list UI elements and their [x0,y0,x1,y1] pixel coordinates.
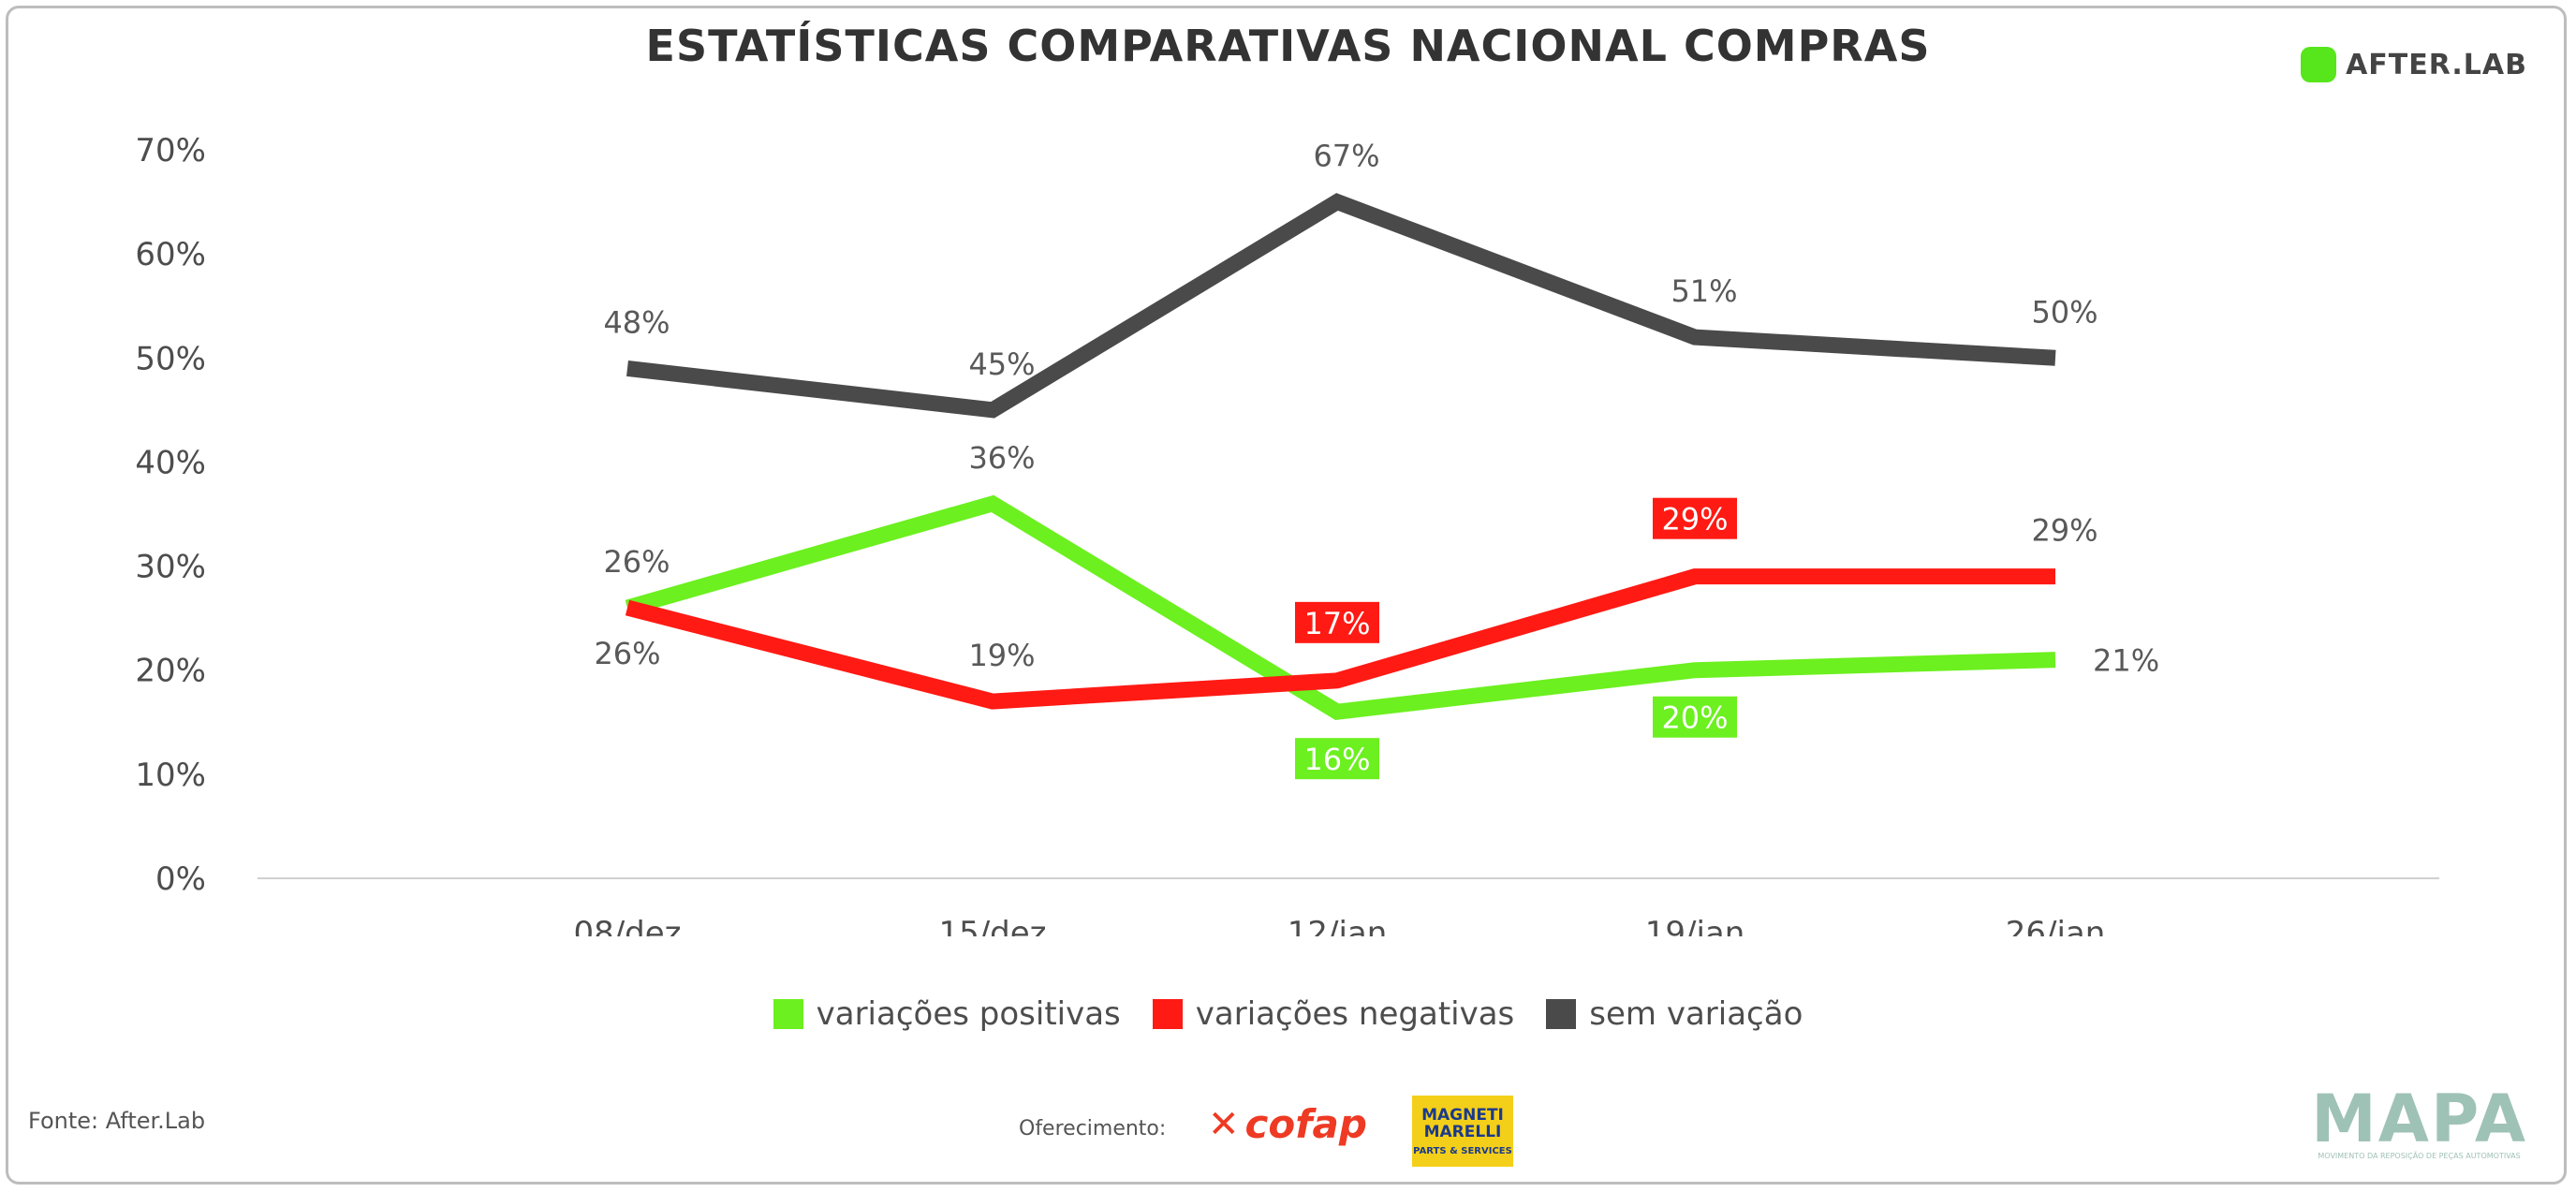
series-line-positive [625,494,2056,720]
source-note: Fonte: After.Lab [28,1108,206,1134]
legend-swatch-negative [1152,999,1183,1029]
data-label-no-change: 67% [1313,139,1379,174]
legend-item-no-change: sem variação [1546,995,1803,1033]
data-label-negative: 29% [1661,502,1728,537]
data-label-no-change: 45% [968,346,1035,382]
data-label-positive: 36% [968,440,1035,476]
magneti-marelli-logo: MAGNETI MARELLI PARTS & SERVICES [1412,1096,1513,1167]
y-tick-label: 60% [135,236,206,273]
data-label-box-negative [1653,497,1737,539]
x-tick-label: 26/jan [2006,915,2106,936]
magneti-logo-sub: PARTS & SERVICES [1413,1145,1512,1156]
series-line-negative [625,568,2055,710]
data-label-positive: 21% [2093,643,2159,679]
y-tick-label: 0% [155,861,206,898]
cofap-logo-text: cofap [1244,1101,1367,1147]
chart-title: ESTATÍSTICAS COMPARATIVAS NACIONAL COMPR… [645,21,1931,71]
data-label-negative: 26% [594,636,660,671]
legend: variações positivas variações negativas … [0,995,2576,1033]
data-label-positive: 16% [1303,742,1370,777]
data-label-positive: 20% [1661,700,1728,736]
y-tick-label: 70% [135,132,206,169]
series-line-no-change [626,193,2056,419]
x-tick-label: 08/dez [573,915,681,936]
data-label-no-change: 48% [603,304,670,340]
afterlab-logo: AFTER.LAB [2301,47,2527,82]
legend-label-negative: variações negativas [1195,995,1515,1033]
data-label-negative: 19% [968,638,1035,673]
y-tick-label: 50% [135,340,206,377]
legend-swatch-positive [773,999,803,1029]
data-label-no-change: 50% [2031,294,2098,330]
legend-label-positive: variações positivas [816,995,1121,1033]
mapa-logo-text: MAPA [2311,1081,2527,1157]
mapa-logo-sub: MOVIMENTO DA REPOSIÇÃO DE PEÇAS AUTOMOTI… [2318,1152,2521,1160]
afterlab-logo-icon [2301,47,2337,82]
chart-frame [6,6,2567,1185]
line-chart: 0% 10% 20% 30% 40% 50% 60% 70% 08/dez 15/dez 12/ja… [135,132,2439,936]
legend-label-no-change: sem variação [1589,995,1803,1033]
data-label-negative: 17% [1303,606,1370,641]
data-label-negative: 29% [2031,513,2098,549]
magneti-logo-line1: MAGNETI [1421,1105,1504,1125]
legend-swatch-no-change [1546,999,1577,1029]
x-tick-label: 15/dez [938,915,1046,936]
y-tick-label: 40% [135,444,206,481]
data-label-positive: 26% [603,544,670,580]
magneti-logo-line2: MARELLI [1423,1122,1502,1141]
sponsor-label: Oferecimento: [1019,1117,1167,1140]
data-label-box-positive [1653,696,1737,738]
x-tick-label: 19/jan [1645,915,1745,936]
legend-item-negative: variações negativas [1152,995,1515,1033]
data-label-box-positive [1295,738,1379,780]
mapa-logo: MAPA MOVIMENTO DA REPOSIÇÃO DE PEÇAS AUT… [2311,1086,2527,1160]
afterlab-logo-text: AFTER.LAB [2346,48,2527,81]
legend-item-positive: variações positivas [773,995,1121,1033]
data-label-box-negative [1295,601,1379,643]
cofap-mark-icon: ✕ [1208,1102,1240,1146]
y-tick-label: 10% [135,757,206,794]
cofap-logo: ✕ cofap [1208,1101,1367,1147]
y-tick-label: 20% [135,653,206,690]
y-tick-label: 30% [135,549,206,586]
data-label-no-change: 51% [1671,273,1737,309]
x-tick-label: 12/jan [1288,915,1388,936]
